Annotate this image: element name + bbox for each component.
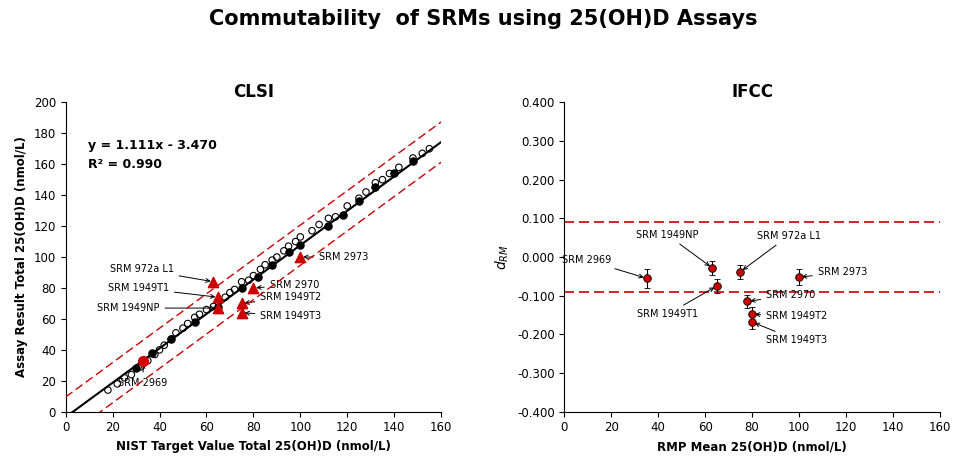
Point	[222, 289, 238, 296]
Point	[304, 227, 320, 234]
Point	[327, 213, 343, 220]
Point	[133, 363, 149, 371]
Text: SRM 2969: SRM 2969	[562, 255, 642, 278]
Point	[117, 374, 132, 381]
Point	[288, 238, 303, 245]
Point	[124, 371, 139, 378]
Point	[368, 183, 384, 191]
Y-axis label: Assay Result Total 25(OH)D (nmol/L): Assay Result Total 25(OH)D (nmol/L)	[15, 137, 28, 378]
Point	[265, 256, 280, 264]
Point	[109, 380, 125, 388]
Point	[352, 195, 367, 202]
Y-axis label: $d_{RM}$: $d_{RM}$	[494, 244, 511, 270]
Point	[211, 298, 226, 306]
Point	[405, 154, 420, 162]
Point	[234, 300, 249, 307]
Point	[335, 212, 351, 219]
Point	[211, 304, 226, 312]
Point	[405, 157, 420, 165]
Point	[145, 349, 160, 357]
Text: SRM 1949T1: SRM 1949T1	[637, 288, 714, 319]
Text: y = 1.111x - 3.470: y = 1.111x - 3.470	[88, 139, 217, 153]
Text: SRM 2969: SRM 2969	[119, 365, 168, 388]
Point	[147, 351, 162, 358]
Point	[245, 284, 261, 292]
Point	[175, 324, 190, 332]
Point	[100, 386, 116, 394]
Point	[245, 272, 261, 279]
Point	[253, 266, 269, 273]
Point	[163, 335, 179, 343]
Point	[293, 253, 308, 261]
Point	[257, 261, 272, 269]
Point	[217, 293, 233, 301]
Point	[191, 310, 207, 318]
Point	[128, 365, 144, 372]
Point	[140, 357, 156, 365]
Point	[206, 278, 221, 285]
Point	[293, 241, 308, 249]
Point	[265, 261, 280, 269]
Point	[227, 286, 242, 293]
Text: SRM 1949NP: SRM 1949NP	[636, 230, 709, 265]
Point	[386, 170, 402, 177]
Text: SRM 1949T2: SRM 1949T2	[245, 292, 322, 304]
Point	[168, 329, 184, 336]
Point	[321, 222, 336, 230]
Point	[391, 163, 407, 171]
Point	[321, 215, 336, 222]
Point	[234, 284, 249, 292]
Text: SRM 1949T2: SRM 1949T2	[756, 311, 828, 321]
Text: Commutability  of SRMs using 25(OH)D Assays: Commutability of SRMs using 25(OH)D Assa…	[209, 9, 757, 29]
Point	[281, 242, 297, 250]
Point	[270, 253, 285, 261]
Point	[187, 314, 203, 321]
X-axis label: NIST Target Value Total 25(OH)D (nmol/L): NIST Target Value Total 25(OH)D (nmol/L)	[116, 440, 391, 453]
Point	[199, 306, 214, 314]
Point	[382, 170, 397, 177]
Text: SRM 1949T3: SRM 1949T3	[755, 323, 827, 345]
Text: SRM 2970: SRM 2970	[257, 280, 319, 290]
Point	[152, 346, 167, 354]
Point	[234, 309, 249, 316]
Point	[180, 320, 195, 327]
Point	[421, 145, 437, 153]
Text: SRM 2973: SRM 2973	[803, 268, 867, 278]
Text: SRM 2973: SRM 2973	[304, 252, 368, 262]
Point	[358, 188, 374, 196]
Point	[241, 277, 256, 284]
Point	[293, 233, 308, 241]
Point	[276, 247, 292, 255]
Point	[414, 150, 430, 157]
Text: R² = 0.990: R² = 0.990	[88, 158, 162, 171]
Text: SRM 972a L1: SRM 972a L1	[744, 231, 821, 270]
Point	[281, 249, 297, 256]
Point	[156, 342, 172, 349]
Point	[375, 176, 390, 183]
Text: SRM 1949NP: SRM 1949NP	[97, 303, 214, 313]
Point	[163, 335, 179, 343]
Point	[135, 357, 151, 365]
Title: CLSI: CLSI	[233, 83, 274, 101]
Point	[352, 197, 367, 205]
Text: SRM 2970: SRM 2970	[752, 290, 815, 302]
Point	[311, 221, 327, 228]
Point	[234, 278, 249, 285]
X-axis label: RMP Mean 25(OH)D (nmol/L): RMP Mean 25(OH)D (nmol/L)	[657, 440, 847, 453]
Text: SRM 1949T3: SRM 1949T3	[245, 311, 322, 321]
Point	[211, 293, 226, 301]
Point	[339, 202, 355, 210]
Text: SRM 972a L1: SRM 972a L1	[109, 264, 210, 282]
Title: IFCC: IFCC	[731, 83, 773, 101]
Point	[368, 179, 384, 187]
Point	[250, 273, 266, 281]
Point	[211, 303, 226, 310]
Point	[206, 303, 221, 310]
Point	[187, 318, 203, 326]
Text: SRM 1949T1: SRM 1949T1	[108, 283, 214, 298]
